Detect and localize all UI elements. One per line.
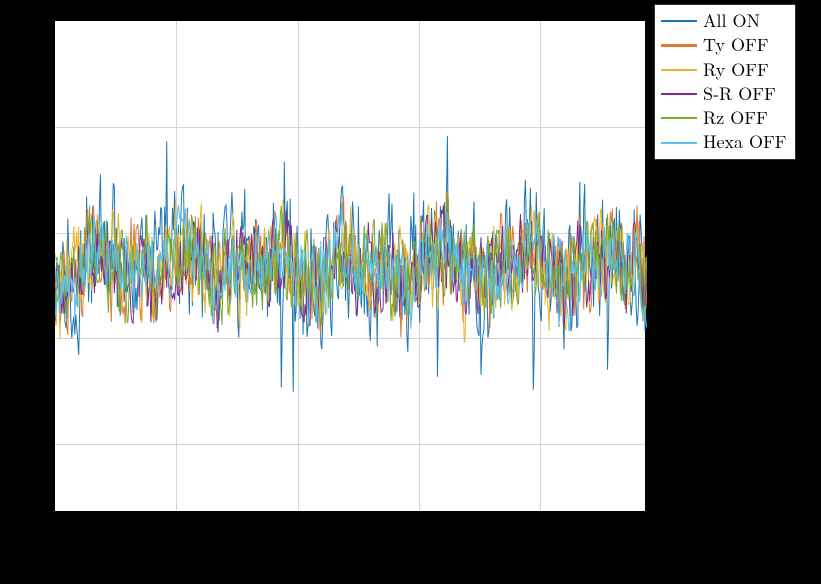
legend: All ONTy OFFRy OFFS-R OFFRz OFFHexa OFF (654, 4, 796, 160)
legend-swatch (661, 117, 697, 119)
legend-label: Rz OFF (703, 106, 768, 130)
legend-label: Ry OFF (703, 58, 769, 82)
legend-item: All ON (661, 9, 787, 33)
legend-swatch (661, 69, 697, 71)
legend-item: Rz OFF (661, 106, 787, 130)
plot-area (54, 20, 646, 512)
legend-label: All ON (703, 9, 760, 33)
legend-item: Hexa OFF (661, 130, 787, 154)
legend-swatch (661, 142, 697, 144)
legend-swatch (661, 93, 697, 95)
signal-svg (55, 21, 647, 513)
legend-label: Hexa OFF (703, 130, 787, 154)
legend-label: S-R OFF (703, 82, 776, 106)
legend-swatch (661, 44, 697, 46)
legend-label: Ty OFF (703, 33, 769, 57)
legend-item: Ry OFF (661, 58, 787, 82)
chart-container: All ONTy OFFRy OFFS-R OFFRz OFFHexa OFF (0, 0, 821, 584)
legend-swatch (661, 20, 697, 22)
legend-item: Ty OFF (661, 33, 787, 57)
legend-item: S-R OFF (661, 82, 787, 106)
